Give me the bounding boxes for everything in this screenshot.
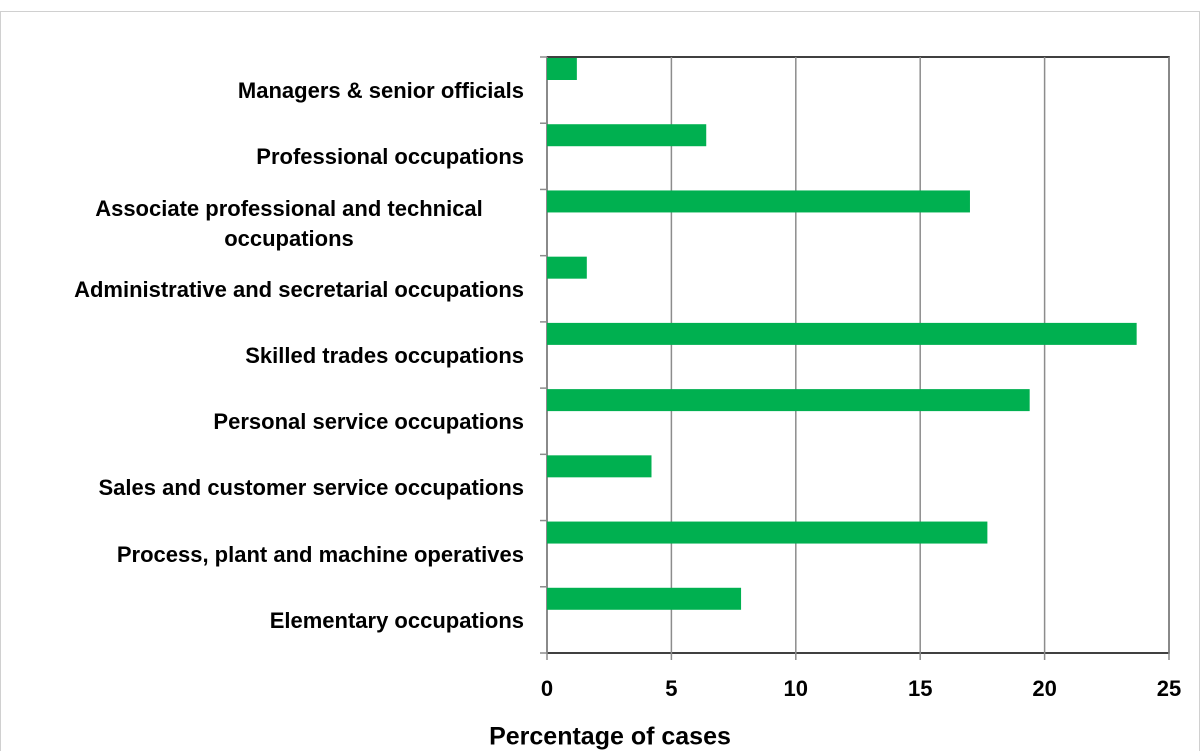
- y-tick-label: Sales and customer service occupations: [0, 473, 524, 503]
- bar: [547, 521, 988, 544]
- y-tick-label: Administrative and secretarial occupatio…: [0, 275, 524, 305]
- x-axis-title: Percentage of cases: [489, 723, 731, 751]
- category-label: Managers & senior officials: [237, 78, 524, 104]
- category-label: Associate professional and technical occ…: [95, 195, 483, 251]
- y-tick-label: Skilled trades occupations: [0, 341, 524, 371]
- bar: [547, 587, 742, 610]
- y-tick-label: Associate professional and technical occ…: [0, 194, 524, 254]
- chart-frame: [0, 11, 1200, 751]
- bar: [547, 322, 1137, 345]
- x-tick-label: 0: [541, 676, 553, 701]
- y-tick-label: Professional occupations: [0, 142, 524, 172]
- category-label: Administrative and secretarial occupatio…: [74, 276, 524, 302]
- category-label: Sales and customer service occupations: [98, 475, 524, 501]
- bar: [547, 190, 970, 213]
- category-label: Personal service occupations: [213, 409, 524, 435]
- category-label: Process, plant and machine operatives: [116, 541, 524, 567]
- y-tick-label: Elementary occupations: [0, 606, 524, 636]
- bar: [547, 58, 577, 80]
- bar: [547, 455, 652, 478]
- y-tick-label: Managers & senior officials: [0, 76, 524, 106]
- category-label: Professional occupations: [256, 144, 524, 170]
- bar: [547, 389, 1030, 412]
- x-tick-label: 20: [1032, 676, 1056, 701]
- category-label: Elementary occupations: [269, 607, 524, 633]
- y-tick-label: Personal service occupations: [0, 407, 524, 437]
- x-tick-label: 15: [908, 676, 932, 701]
- x-tick-label: 10: [784, 676, 808, 701]
- category-label: Skilled trades occupations: [245, 343, 524, 368]
- bar: [547, 124, 707, 147]
- bar: [547, 256, 587, 279]
- x-tick-label: 5: [665, 676, 677, 701]
- x-tick-label: 25: [1157, 676, 1181, 701]
- y-tick-label: Process, plant and machine operatives: [0, 540, 524, 570]
